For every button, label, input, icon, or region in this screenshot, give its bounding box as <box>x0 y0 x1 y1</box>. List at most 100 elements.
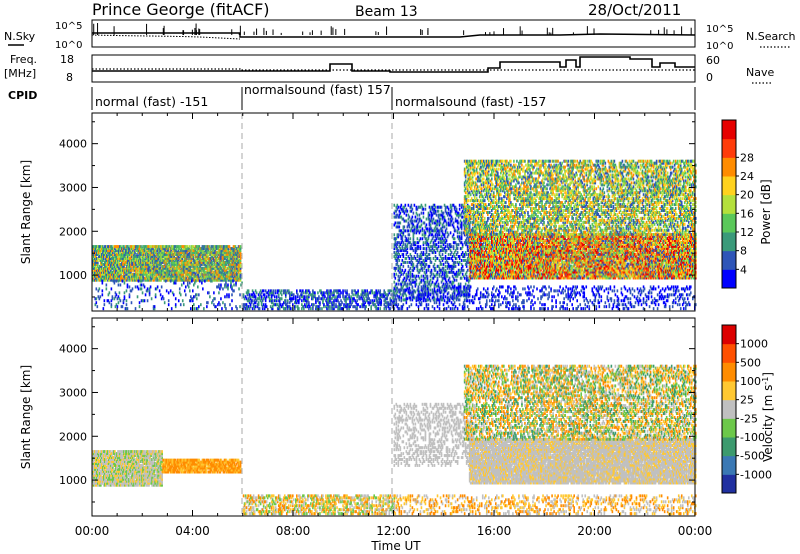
range-cell <box>401 296 403 299</box>
range-cell <box>420 245 422 248</box>
range-cell <box>437 277 439 280</box>
range-cell <box>129 293 131 296</box>
range-cell <box>426 263 428 266</box>
station-title: Prince George (fitACF) <box>92 0 270 19</box>
freq-unit-label: [MHz] <box>4 67 36 80</box>
range-cell <box>258 301 260 304</box>
range-cell <box>455 261 457 264</box>
range-cell <box>127 307 129 310</box>
range-cell <box>231 299 233 302</box>
range-cell <box>421 223 423 226</box>
range-cell <box>416 283 418 286</box>
range-cell <box>120 283 122 286</box>
range-cell <box>446 249 448 252</box>
range-cell <box>405 269 407 272</box>
range-cell <box>410 271 412 274</box>
range-cell <box>207 301 209 304</box>
range-cell <box>173 293 175 296</box>
range-cell <box>138 287 140 290</box>
range-cell <box>99 287 101 290</box>
range-cell <box>301 299 303 302</box>
range-cell <box>406 214 408 217</box>
range-cell <box>458 221 460 224</box>
range-cell <box>434 263 436 266</box>
range-cell <box>406 294 408 297</box>
range-cell <box>430 257 432 260</box>
range-cell <box>449 277 451 280</box>
range-cell <box>377 307 379 310</box>
range-cell <box>394 281 396 284</box>
range-cell <box>446 271 448 274</box>
cpid-label: CPID <box>8 89 37 102</box>
range-cell <box>442 229 444 232</box>
range-cell <box>453 221 455 224</box>
range-cell <box>414 225 416 228</box>
range-cell <box>239 305 241 308</box>
range-cell <box>109 291 111 294</box>
range-cell <box>185 293 187 296</box>
range-cell <box>213 291 215 294</box>
range-cell <box>438 241 440 244</box>
range-cell <box>314 291 316 294</box>
noise-left-tick-top: 10^5 <box>55 21 82 32</box>
range-cell <box>235 281 237 284</box>
range-cell <box>104 303 106 306</box>
range-cell <box>318 295 320 298</box>
range-cell <box>118 283 120 286</box>
range-cell <box>141 287 143 290</box>
range-cell <box>199 280 201 283</box>
range-cell <box>423 216 425 219</box>
range-cell <box>198 293 200 296</box>
range-cell <box>131 301 133 304</box>
range-cell <box>421 279 423 282</box>
range-cell <box>429 265 431 268</box>
nsearch-label: N.Search <box>746 30 796 43</box>
range-cell <box>437 257 439 260</box>
range-cell <box>415 241 417 244</box>
range-cell <box>232 280 234 283</box>
range-cell <box>425 204 427 207</box>
range-cell <box>319 301 321 304</box>
range-cell <box>191 280 193 283</box>
range-cell <box>313 303 315 306</box>
range-cell <box>227 283 229 286</box>
range-cell <box>211 280 213 283</box>
range-cell <box>441 263 443 266</box>
range-cell <box>151 297 153 300</box>
range-cell <box>437 271 439 274</box>
range-cell <box>445 255 447 258</box>
range-cell <box>422 233 424 236</box>
range-cell <box>459 255 461 258</box>
range-cell <box>357 303 359 306</box>
range-cell <box>429 214 431 217</box>
range-cell <box>352 293 354 296</box>
range-cell <box>229 303 231 306</box>
range-cell <box>396 283 398 286</box>
range-cell <box>255 295 257 298</box>
range-cell <box>457 247 459 250</box>
range-cell <box>462 265 464 268</box>
range-cell <box>442 253 444 256</box>
range-cell <box>466 218 468 221</box>
range-cell <box>403 241 405 244</box>
range-cell <box>446 221 448 224</box>
range-cell <box>419 214 421 217</box>
range-cell <box>184 289 186 292</box>
range-cell <box>154 305 156 308</box>
range-cell <box>407 210 409 213</box>
range-cell <box>456 279 458 282</box>
range-cell <box>225 307 227 310</box>
noise-left-tick-bottom: 10^0 <box>55 40 82 51</box>
range-cell <box>124 295 126 298</box>
range-cell <box>281 289 283 292</box>
range-cell <box>429 253 431 256</box>
range-cell <box>400 255 402 258</box>
range-cell <box>261 295 263 298</box>
range-cell <box>410 267 412 270</box>
range-cell <box>164 301 166 304</box>
range-cell <box>187 281 189 284</box>
range-cell <box>458 227 460 230</box>
range-cell <box>275 289 277 292</box>
range-cell <box>317 291 319 294</box>
range-cell <box>410 296 412 299</box>
